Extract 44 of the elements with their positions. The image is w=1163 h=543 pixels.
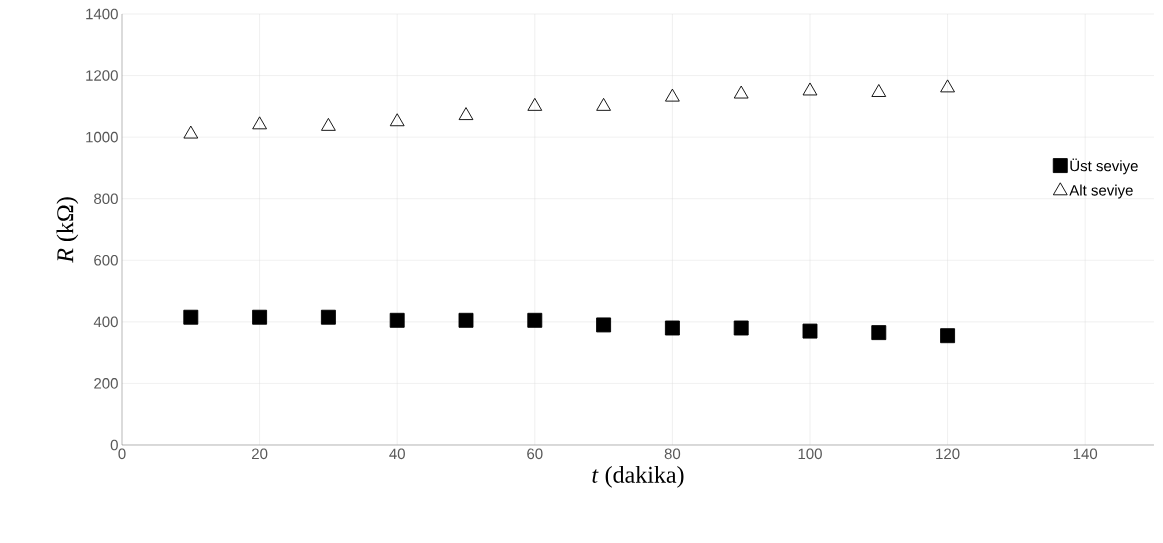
point: [940, 328, 956, 344]
legend-label: Alt seviye: [1069, 184, 1133, 199]
y-tick-label: 1400: [86, 8, 118, 20]
point: [252, 309, 268, 325]
point: [527, 312, 543, 328]
point: [389, 113, 405, 127]
point: [802, 323, 818, 339]
point: [871, 325, 887, 341]
point: [802, 82, 818, 96]
x-tick-label: 20: [252, 448, 268, 460]
y-axis-title: R (kΩ): [56, 197, 79, 263]
y-tick-label: 600: [94, 254, 118, 266]
point: [733, 85, 749, 99]
y-tick-label: 1200: [86, 70, 118, 81]
point: [458, 312, 474, 328]
x-tick-label: 100: [798, 448, 822, 460]
point: [596, 317, 612, 333]
point: [664, 320, 680, 336]
x-tick-label: 120: [936, 448, 960, 460]
y-tick-label: 200: [94, 378, 118, 389]
y-tick-label: 400: [93, 316, 118, 328]
point: [665, 88, 680, 102]
legend-label: Üst seviye: [1070, 158, 1138, 175]
point: [733, 320, 749, 336]
point: [871, 84, 887, 97]
point: [183, 125, 199, 139]
point: [389, 312, 405, 328]
x-axis-title: t (dakika): [592, 466, 684, 488]
y-tick-label: 0: [110, 439, 118, 451]
point: [320, 309, 336, 325]
point: [940, 79, 955, 93]
point: [183, 309, 199, 325]
point: [458, 107, 474, 121]
point: [252, 116, 267, 130]
point: [596, 97, 611, 111]
x-tick-label: 140: [1073, 448, 1098, 460]
x-tick-label: 80: [664, 448, 681, 460]
x-tick-label: 40: [389, 448, 405, 460]
x-tick-label: 60: [527, 448, 543, 460]
y-tick-label: 800: [94, 193, 118, 205]
point: [527, 97, 543, 111]
y-tick-label: 1000: [86, 131, 118, 143]
x-tick-label: 0: [118, 448, 126, 460]
point: [321, 117, 336, 131]
